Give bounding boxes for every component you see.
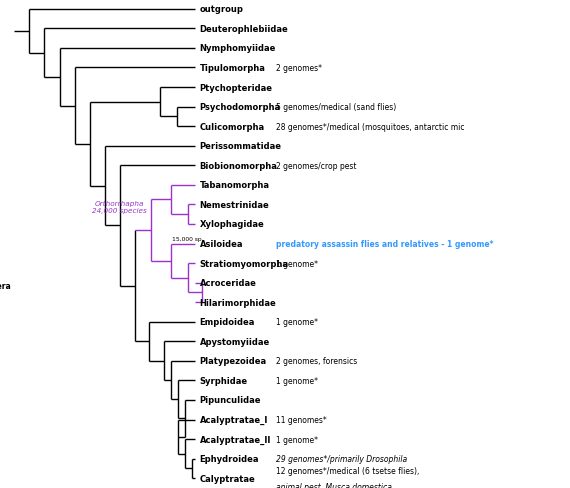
Text: Hilarimorphidae: Hilarimorphidae xyxy=(200,298,276,307)
Text: Acalyptratae_I: Acalyptratae_I xyxy=(200,415,268,424)
Text: 1 genome*: 1 genome* xyxy=(276,318,319,326)
Text: animal pest, Musca domestica: animal pest, Musca domestica xyxy=(276,482,392,488)
Text: outgroup: outgroup xyxy=(200,5,243,14)
Text: 1 genome*: 1 genome* xyxy=(276,376,319,385)
Text: Ptychopteridae: Ptychopteridae xyxy=(200,83,272,92)
Text: Asiloidea: Asiloidea xyxy=(200,240,243,248)
Text: predatory assassin flies and relatives - 1 genome*: predatory assassin flies and relatives -… xyxy=(276,240,494,248)
Text: 1 genome*: 1 genome* xyxy=(276,435,319,444)
Text: Brachycera: Brachycera xyxy=(0,282,11,290)
Text: Deuterophlebiidae: Deuterophlebiidae xyxy=(200,25,288,34)
Text: Nemestrinidae: Nemestrinidae xyxy=(200,201,269,209)
Text: 2 genomes*: 2 genomes* xyxy=(276,64,323,73)
Text: 12 genomes*/medical (6 tsetse flies),: 12 genomes*/medical (6 tsetse flies), xyxy=(276,467,420,475)
Text: Tipulomorpha: Tipulomorpha xyxy=(200,64,266,73)
Text: Pipunculidae: Pipunculidae xyxy=(200,396,261,405)
Text: 5 genomes/medical (sand flies): 5 genomes/medical (sand flies) xyxy=(276,103,397,112)
Text: Culicomorpha: Culicomorpha xyxy=(200,122,264,131)
Text: 2 genomes, forensics: 2 genomes, forensics xyxy=(276,357,358,366)
Text: 11 genomes*: 11 genomes* xyxy=(276,415,327,424)
Text: 28 genomes*/medical (mosquitoes, antarctic mic: 28 genomes*/medical (mosquitoes, antarct… xyxy=(276,122,465,131)
Text: Acalyptratae_II: Acalyptratae_II xyxy=(200,435,271,444)
Text: Perissommatidae: Perissommatidae xyxy=(200,142,282,151)
Text: Apystomyiidae: Apystomyiidae xyxy=(200,337,270,346)
Text: Platypezoidea: Platypezoidea xyxy=(200,357,267,366)
Text: Biobionomorpha: Biobionomorpha xyxy=(200,162,278,170)
Text: 15,000 sp.: 15,000 sp. xyxy=(172,237,203,242)
Text: Tabanomorpha: Tabanomorpha xyxy=(200,181,270,190)
Text: 1 genome*: 1 genome* xyxy=(276,259,319,268)
Text: Xylophagidae: Xylophagidae xyxy=(200,220,264,229)
Text: 29 genomes*/primarily Drosophila: 29 genomes*/primarily Drosophila xyxy=(276,454,408,463)
Text: Syrphidae: Syrphidae xyxy=(200,376,247,385)
Text: Calyptratae: Calyptratae xyxy=(200,474,255,483)
Text: Orthorrhapha
24,000 species: Orthorrhapha 24,000 species xyxy=(92,201,146,214)
Text: Psychodomorpha: Psychodomorpha xyxy=(200,103,280,112)
Text: Stratiomyomorpha: Stratiomyomorpha xyxy=(200,259,288,268)
Text: Acroceridae: Acroceridae xyxy=(200,279,256,287)
Text: 2 genomes/crop pest: 2 genomes/crop pest xyxy=(276,162,357,170)
Text: Ephydroidea: Ephydroidea xyxy=(200,454,259,463)
Text: Empidoidea: Empidoidea xyxy=(200,318,255,326)
Text: Nymphomyiidae: Nymphomyiidae xyxy=(200,44,276,53)
